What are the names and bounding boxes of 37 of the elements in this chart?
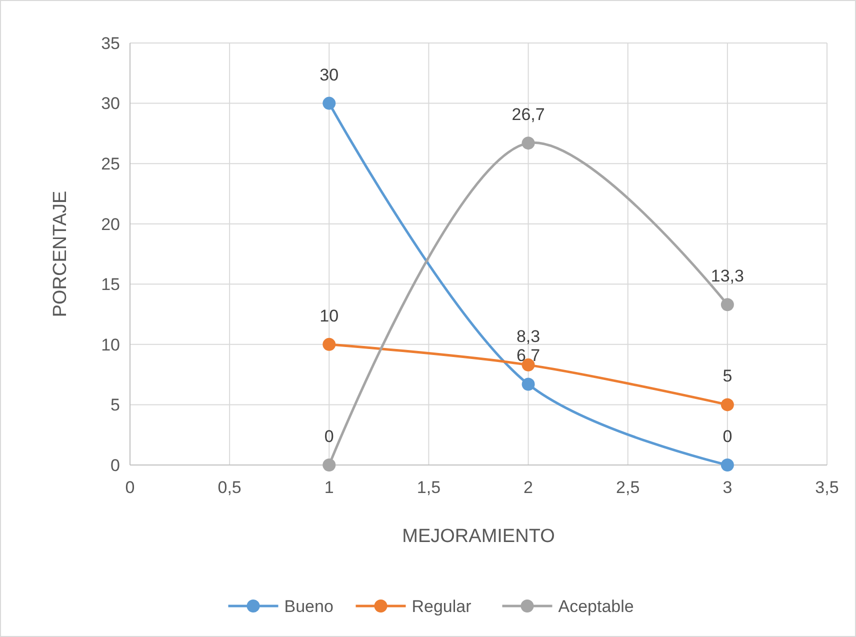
x-tick-label: 3 <box>722 478 732 497</box>
y-tick-label: 35 <box>101 34 120 53</box>
x-tick-label: 1,5 <box>416 478 441 497</box>
data-label: 0 <box>722 427 732 446</box>
data-label: 13,3 <box>710 266 744 286</box>
x-tick-label: 0,5 <box>218 478 242 497</box>
legend-label: Regular <box>412 596 472 616</box>
y-tick-label: 5 <box>110 396 120 415</box>
data-label: 10 <box>320 306 339 326</box>
x-tick-label: 2 <box>524 478 534 497</box>
x-tick-label: 1 <box>324 478 334 497</box>
y-tick-label: 15 <box>101 275 120 294</box>
y-tick-label: 25 <box>101 154 120 174</box>
x-tick-label: 2,5 <box>616 478 640 497</box>
y-tick-label: 10 <box>101 335 120 354</box>
x-axis-title: MEJORAMIENTO <box>402 526 555 547</box>
point <box>720 298 734 312</box>
x-tick-label: 0 <box>125 478 135 497</box>
y-tick-label: 30 <box>101 94 120 114</box>
point <box>322 338 336 351</box>
data-label: 5 <box>722 366 732 386</box>
point <box>720 398 734 412</box>
legend-label: Bueno <box>284 596 334 616</box>
y-tick-label: 0 <box>110 456 120 475</box>
point <box>522 136 535 150</box>
legend-label: Aceptable <box>558 596 634 616</box>
data-label: 30 <box>320 65 339 84</box>
point <box>322 458 336 472</box>
y-axis-title: PORCENTAJE <box>50 190 71 318</box>
data-label: 26,7 <box>512 105 545 124</box>
point <box>720 458 734 472</box>
y-tick-label: 20 <box>101 214 120 234</box>
x-tick-label: 3,5 <box>815 478 839 497</box>
data-label: 8,3 <box>516 326 540 346</box>
data-label: 0 <box>324 427 334 446</box>
point <box>522 378 535 391</box>
point <box>322 96 336 110</box>
